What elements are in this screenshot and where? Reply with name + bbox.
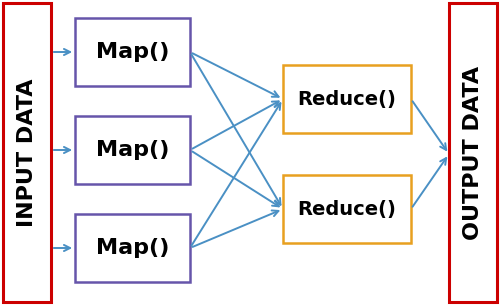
- Text: Reduce(): Reduce(): [298, 89, 396, 109]
- Bar: [75, 18, 190, 86]
- Text: Map(): Map(): [96, 238, 169, 258]
- Text: OUTPUT DATA: OUTPUT DATA: [463, 66, 483, 239]
- Bar: [449, 3, 497, 302]
- Text: Map(): Map(): [96, 42, 169, 62]
- Bar: [75, 116, 190, 184]
- Text: Map(): Map(): [96, 140, 169, 160]
- Bar: [75, 214, 190, 282]
- Bar: [283, 65, 411, 133]
- Bar: [3, 3, 51, 302]
- Bar: [283, 175, 411, 243]
- Text: Reduce(): Reduce(): [298, 199, 396, 218]
- Text: INPUT DATA: INPUT DATA: [17, 78, 37, 227]
